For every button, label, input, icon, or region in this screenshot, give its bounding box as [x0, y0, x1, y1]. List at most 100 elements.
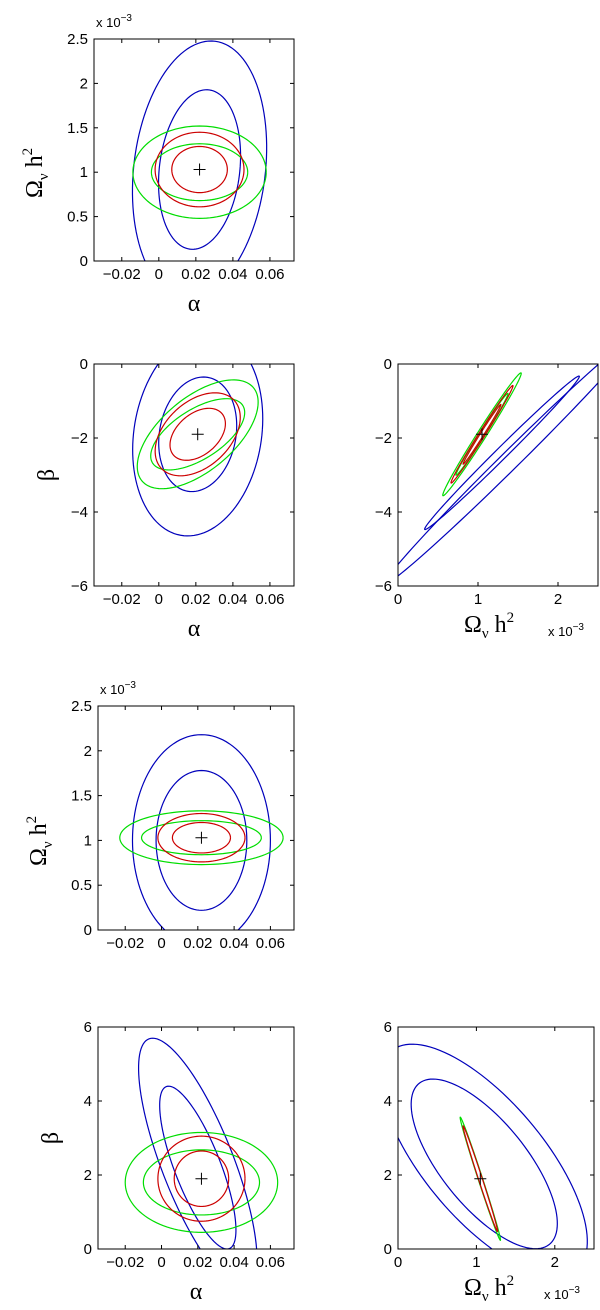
best-fit-cross-marker — [193, 163, 206, 176]
squared-superscript: 2 — [24, 816, 40, 824]
h-glyph: h — [489, 1275, 507, 1301]
y-tick-label: −6 — [375, 578, 392, 595]
x-tick-label: 0 — [155, 266, 163, 283]
blue-contour-0 — [398, 364, 598, 577]
y-tick-label: 2 — [80, 75, 88, 92]
x-tick-label: 0.04 — [218, 266, 247, 283]
y-tick-label: −6 — [71, 578, 88, 595]
x-tick-label: 0.02 — [181, 591, 210, 608]
svg-text:Ων h2: Ων h2 — [464, 1273, 514, 1305]
best-fit-cross-marker — [474, 1172, 487, 1185]
red-contour-4 — [157, 1135, 246, 1222]
red-contour-3 — [462, 1125, 499, 1233]
y-tick-label: 6 — [384, 1019, 392, 1036]
red-contour-5 — [462, 403, 502, 465]
green-contour-2 — [124, 1131, 279, 1233]
x-tick-label: 0.02 — [183, 935, 212, 952]
contours — [131, 40, 268, 261]
blue-contour-0 — [132, 364, 264, 537]
y-tick-label: 0.5 — [67, 209, 88, 226]
svg-text:Ων h2: Ων h2 — [464, 610, 514, 642]
best-fit-cross-marker — [195, 1172, 208, 1185]
exponent-base: x 10 — [544, 1287, 569, 1302]
y-tick-label: 4 — [84, 1093, 92, 1110]
x-exponent-label: x 10−3 — [548, 622, 584, 639]
nu-subscript: ν — [482, 1289, 489, 1305]
blue-contour-1 — [155, 769, 248, 911]
x-tick-label: −0.02 — [106, 1254, 144, 1271]
nu-subscript: ν — [36, 173, 52, 180]
blue-contour-0 — [137, 1037, 258, 1249]
best-fit-cross-marker — [195, 831, 208, 844]
x-axis-label-omega: Ων h2 — [464, 610, 514, 642]
y-exponent-label: x 10−3 — [96, 13, 132, 30]
contours — [119, 734, 284, 930]
green-contour-3 — [140, 820, 262, 856]
red-contour-4 — [450, 384, 514, 484]
squared-superscript: 2 — [507, 610, 515, 626]
x-tick-label: 2 — [551, 1254, 559, 1271]
exponent-base: x 10 — [100, 682, 125, 697]
y-tick-label: −4 — [375, 504, 392, 521]
red-contour-5 — [171, 145, 228, 194]
axes-frame — [397, 1026, 595, 1250]
x-tick-label: −0.02 — [103, 591, 141, 608]
red-contour-4 — [154, 392, 241, 477]
y-axis-label-beta: β — [34, 469, 60, 481]
panel-p4: −0.02 0 0.02 0.04 0.06 0 0.5 1 1.5 2 2.5 x 10−3 Ων h… — [24, 680, 295, 952]
red-contour-4 — [157, 812, 246, 863]
y-tick-label: 1 — [80, 164, 88, 181]
omega-glyph: Ω — [22, 180, 48, 198]
blue-contour-1 — [157, 89, 242, 250]
y-tick-label: 1.5 — [71, 788, 92, 805]
x-tick-label: 0.04 — [220, 1254, 249, 1271]
panel-p1: −0.02 0 0.02 0.04 0.06 0 0.5 1 1.5 2 2.5 x 10−3 α Ων … — [20, 13, 295, 317]
y-tick-label: 0 — [84, 922, 92, 939]
nu-subscript: ν — [482, 626, 489, 642]
axes-frame — [93, 363, 295, 587]
omega-glyph: Ω — [464, 612, 482, 638]
panel-p5: −0.02 0 0.02 0.04 0.06 0 2 4 6 α β — [38, 1019, 295, 1305]
x-tick-label: 1 — [472, 1254, 480, 1271]
x-axis-label-omega: Ων h2 — [464, 1273, 514, 1305]
x-tick-label: 1 — [474, 591, 482, 608]
contours — [398, 1043, 588, 1249]
x-tick-label: −0.02 — [103, 266, 141, 283]
y-tick-label: 0 — [384, 1241, 392, 1258]
red-contour-5 — [171, 821, 232, 854]
x-tick-label: 0.02 — [181, 266, 210, 283]
axes-frame — [97, 705, 295, 931]
y-tick-label: 2 — [84, 743, 92, 760]
panel-p2: −0.02 0 0.02 0.04 0.06 −6 −4 −2 0 α β — [34, 356, 295, 642]
y-tick-label: 0 — [80, 253, 88, 270]
green-contour-2 — [442, 372, 522, 497]
x-tick-label: 0.06 — [255, 591, 284, 608]
y-tick-label: 0 — [84, 1241, 92, 1258]
red-contour-5 — [169, 407, 227, 461]
svg-text:Ων h2: Ων h2 — [20, 148, 52, 198]
y-tick-label: 2 — [384, 1167, 392, 1184]
x-tick-label: 0.06 — [256, 935, 285, 952]
best-fit-cross-marker — [191, 428, 204, 441]
y-tick-label: 0.5 — [71, 877, 92, 894]
red-contour-4 — [154, 131, 245, 208]
y-tick-label: 4 — [384, 1093, 392, 1110]
green-contour-2 — [136, 379, 259, 490]
y-tick-label: 0 — [80, 356, 88, 373]
omega-glyph: Ω — [464, 1275, 482, 1301]
x-axis-label-alpha: α — [188, 616, 201, 642]
x-tick-label: 0.02 — [183, 1254, 212, 1271]
x-tick-label: 0.04 — [218, 591, 247, 608]
exponent-power: −3 — [573, 622, 585, 633]
exponent-base: x 10 — [548, 624, 573, 639]
x-tick-label: 0.06 — [255, 266, 284, 283]
y-tick-label: 6 — [84, 1019, 92, 1036]
x-axis-label-alpha: α — [190, 1279, 203, 1305]
y-tick-label: 2 — [84, 1167, 92, 1184]
exponent-power: −3 — [569, 1285, 581, 1296]
green-contour-2 — [132, 125, 267, 219]
blue-contour-1 — [410, 1078, 558, 1249]
x-tick-label: 2 — [554, 591, 562, 608]
red-contour-5 — [173, 1150, 230, 1208]
y-axis-label-beta: β — [38, 1132, 64, 1144]
